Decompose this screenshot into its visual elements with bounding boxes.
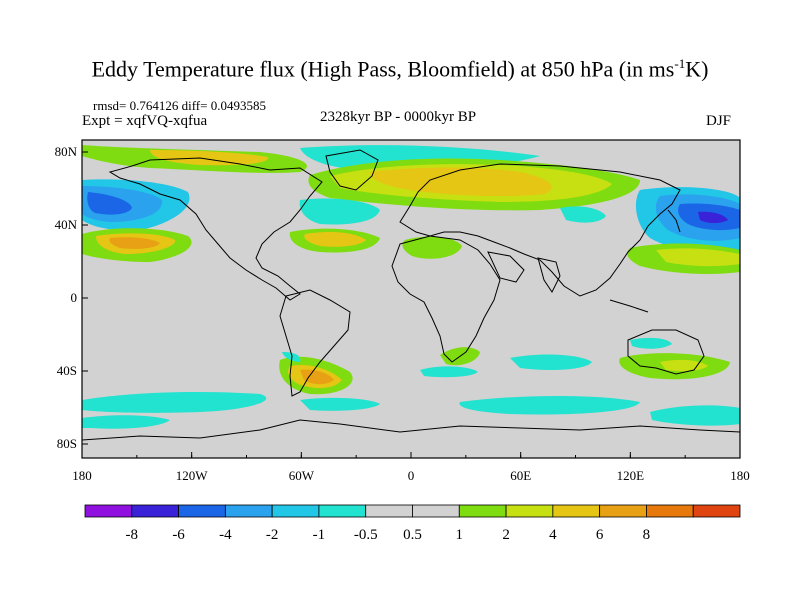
colorbar-label: -4	[219, 527, 232, 543]
experiment-label: Expt = xqfVQ-xqfua	[82, 113, 208, 129]
lat-tick-label: 0	[71, 290, 78, 305]
season-label: DJF	[706, 113, 732, 129]
colorbar-label: 1	[456, 527, 464, 543]
colorbar-label: -0.5	[354, 527, 378, 543]
lon-tick-label: 0	[408, 468, 415, 483]
lon-tick-label: 60E	[510, 468, 531, 483]
colorbar-swatch	[412, 504, 460, 518]
stats-label: rmsd= 0.764126 diff= 0.0493585	[93, 98, 266, 113]
colorbar: -8 -6 -4 -2 -1 -0.5 0.5 1 2 4 6 8	[84, 504, 741, 543]
lon-tick-label: 180	[72, 468, 92, 483]
colorbar-swatch	[552, 504, 601, 518]
colorbar-label: -6	[172, 527, 185, 543]
colorbar-swatch	[505, 504, 554, 518]
colorbar-swatch	[458, 504, 507, 518]
colorbar-label: -1	[313, 527, 326, 543]
lon-tick-label: 120W	[176, 468, 209, 483]
colorbar-swatch	[365, 504, 413, 518]
lat-tick-label: 40N	[55, 217, 78, 232]
period-label: 2328kyr BP - 0000kyr BP	[320, 109, 477, 125]
lon-tick-label: 180	[730, 468, 750, 483]
anomaly-field	[82, 145, 740, 429]
colorbar-swatch	[599, 504, 647, 518]
colorbar-swatch	[178, 504, 226, 518]
colorbar-swatch	[131, 504, 179, 518]
colorbar-label: 4	[549, 527, 557, 543]
colorbar-swatch	[224, 504, 273, 518]
colorbar-swatch	[271, 504, 320, 518]
colorbar-label: -8	[126, 527, 139, 543]
lon-tick-label: 120E	[617, 468, 645, 483]
colorbar-label: -2	[266, 527, 279, 543]
colorbar-swatch	[692, 504, 741, 518]
colorbar-label: 6	[596, 527, 604, 543]
colorbar-swatch	[318, 504, 367, 518]
longitude-axis: 180 120W 60W 0 60E 120E 180	[72, 452, 750, 483]
colorbar-swatch	[646, 504, 694, 518]
lat-tick-label: 40S	[57, 363, 77, 378]
coastlines	[82, 149, 740, 441]
colorbar-label: 0.5	[403, 527, 422, 543]
colorbar-swatch	[84, 504, 133, 518]
colorbar-label: 2	[502, 527, 510, 543]
lat-tick-label: 80N	[55, 144, 78, 159]
lon-tick-label: 60W	[289, 468, 315, 483]
chart-title: Eddy Temperature flux (High Pass, Bloomf…	[91, 56, 709, 82]
colorbar-label: 8	[643, 527, 651, 543]
latitude-axis: 80N 40N 0 40S 80S	[55, 144, 88, 451]
lat-tick-label: 80S	[57, 436, 77, 451]
